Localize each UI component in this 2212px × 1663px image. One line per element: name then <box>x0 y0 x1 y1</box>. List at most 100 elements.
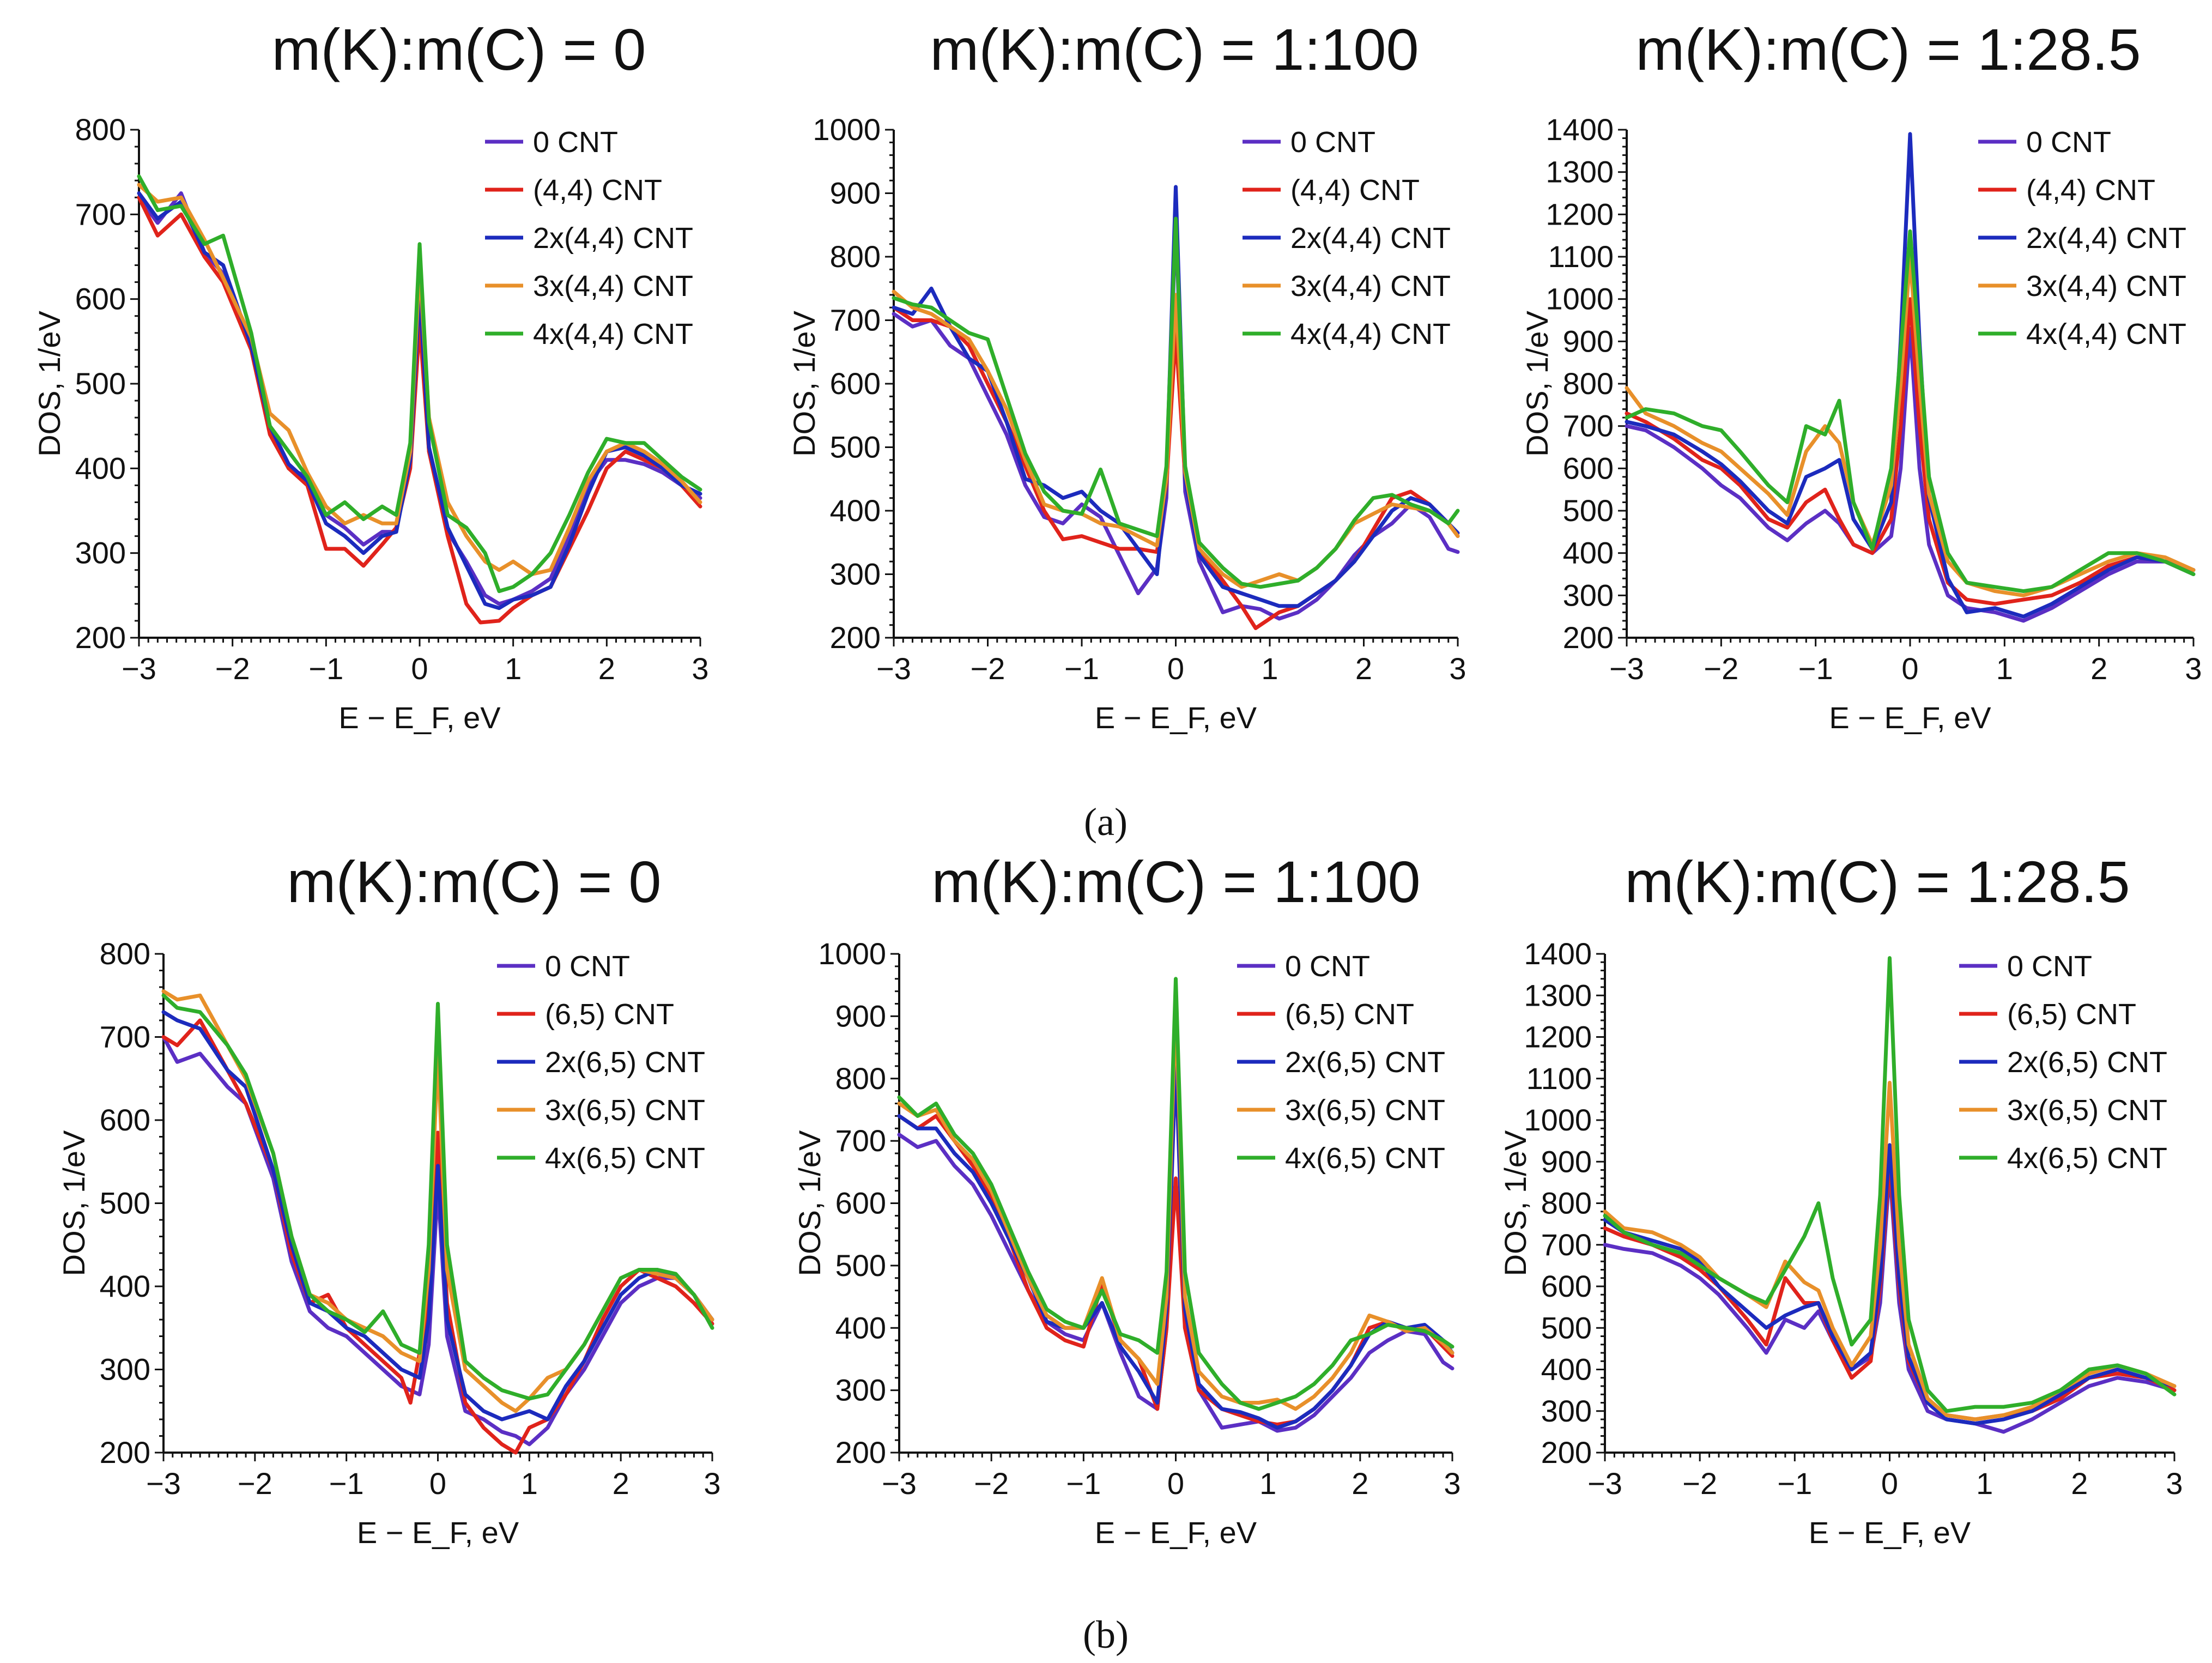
legend-label: 4x(4,4) CNT <box>533 318 693 350</box>
y-tick-label: 500 <box>830 430 881 464</box>
y-tick-label: 800 <box>835 1061 886 1096</box>
y-tick-label: 900 <box>1541 1144 1592 1178</box>
y-tick-label: 600 <box>830 366 881 401</box>
y-tick-label: 1200 <box>1546 197 1614 231</box>
y-tick-label: 400 <box>830 493 881 528</box>
y-axis-label: DOS, 1/eV <box>32 311 66 457</box>
y-axis-label: DOS, 1/eV <box>787 311 821 457</box>
x-tick-label: 2 <box>1355 651 1372 686</box>
y-tick-label: 1400 <box>1524 936 1592 971</box>
x-tick-label: 0 <box>1881 1466 1898 1501</box>
legend-label: 2x(6,5) CNT <box>1285 1046 1445 1079</box>
y-tick-label: 1000 <box>813 112 881 147</box>
y-tick-label: 300 <box>835 1373 886 1407</box>
x-tick-label: −3 <box>876 651 911 686</box>
y-tick-label: 700 <box>75 197 126 231</box>
y-tick-label: 300 <box>830 557 881 591</box>
y-tick-label: 200 <box>1563 620 1614 655</box>
y-tick-label: 200 <box>1541 1435 1592 1470</box>
y-tick-label: 1000 <box>1546 282 1614 316</box>
x-tick-label: −2 <box>238 1466 272 1501</box>
chart-title: m(K):m(C) = 0 <box>287 849 662 915</box>
x-tick-label: 0 <box>429 1466 446 1501</box>
chart-title: m(K):m(C) = 1:28.5 <box>1625 849 2130 915</box>
x-tick-label: 3 <box>2185 651 2202 686</box>
series-line-5 <box>1603 956 2177 1413</box>
x-axis-label: E − E_F, eV <box>1095 1515 1257 1550</box>
y-tick-label: 300 <box>1541 1394 1592 1428</box>
y-tick-label: 200 <box>835 1435 886 1470</box>
legend-label: (6,5) CNT <box>2007 998 2136 1031</box>
y-tick-label: 500 <box>100 1186 150 1220</box>
legend-label: 4x(4,4) CNT <box>1290 318 1451 350</box>
legend-label: 4x(6,5) CNT <box>2007 1142 2167 1175</box>
y-tick-label: 800 <box>75 112 126 147</box>
x-tick-label: −1 <box>1798 651 1833 686</box>
x-tick-label: −3 <box>122 651 156 686</box>
chart-title: m(K):m(C) = 1:100 <box>930 16 1419 82</box>
legend-label: 4x(6,5) CNT <box>1285 1142 1445 1175</box>
x-tick-label: 2 <box>1352 1466 1368 1501</box>
legend-label: (4,4) CNT <box>533 174 662 207</box>
caption-a: (a) <box>1084 800 1128 844</box>
y-tick-label: 900 <box>1563 324 1614 358</box>
legend-label: 3x(6,5) CNT <box>2007 1094 2167 1127</box>
legend-label: 2x(4,4) CNT <box>533 222 693 255</box>
y-axis-label: DOS, 1/eV <box>1498 1130 1532 1276</box>
y-tick-label: 600 <box>75 282 126 316</box>
legend-label: (6,5) CNT <box>1285 998 1414 1031</box>
y-tick-label: 500 <box>1563 493 1614 528</box>
x-tick-label: 1 <box>1259 1466 1276 1501</box>
y-tick-label: 1300 <box>1546 155 1614 189</box>
y-tick-label: 1400 <box>1546 112 1614 147</box>
y-tick-label: 500 <box>1541 1310 1592 1345</box>
y-tick-label: 500 <box>75 366 126 401</box>
chart-panel-a-2: m(K):m(C) = 1:100 200 300 400 500 600 700 800 90… <box>787 16 1466 735</box>
x-tick-label: 0 <box>1167 651 1184 686</box>
y-tick-label: 800 <box>100 936 150 971</box>
y-tick-label: 700 <box>835 1123 886 1158</box>
x-axis-label: E − E_F, eV <box>1829 700 1991 735</box>
x-tick-label: 1 <box>1976 1466 1993 1501</box>
series-line-1 <box>1625 326 2196 623</box>
x-axis-label: E − E_F, eV <box>357 1515 519 1550</box>
legend-label: 3x(4,4) CNT <box>2026 270 2186 303</box>
x-tick-label: 1 <box>505 651 522 686</box>
x-tick-label: 2 <box>2071 1466 2088 1501</box>
y-tick-label: 400 <box>835 1310 886 1345</box>
legend-label: 0 CNT <box>1290 126 1375 159</box>
y-tick-label: 1300 <box>1524 978 1592 1012</box>
x-tick-label: −3 <box>146 1466 181 1501</box>
x-tick-label: −2 <box>974 1466 1009 1501</box>
x-axis-label: E − E_F, eV <box>338 700 501 735</box>
x-tick-label: −1 <box>1064 651 1099 686</box>
y-tick-label: 1000 <box>1524 1103 1592 1137</box>
x-tick-label: −3 <box>1609 651 1644 686</box>
x-tick-label: 0 <box>411 651 428 686</box>
legend-label: 3x(4,4) CNT <box>533 270 693 303</box>
y-tick-label: 1000 <box>818 936 886 971</box>
chart-title: m(K):m(C) = 1:28.5 <box>1635 16 2141 82</box>
x-tick-label: 3 <box>1449 651 1466 686</box>
legend-label: (6,5) CNT <box>545 998 674 1031</box>
series-line-4 <box>892 289 1460 589</box>
y-tick-label: 800 <box>830 239 881 274</box>
series-line-5 <box>1625 229 2196 594</box>
chart-panel-a-1: m(K):m(C) = 0 200 300 400 500 600 700 800 −3 −2 −1… <box>32 16 709 735</box>
series-line-3 <box>161 1010 714 1422</box>
y-tick-label: 600 <box>1541 1269 1592 1303</box>
y-tick-label: 1200 <box>1524 1020 1592 1054</box>
chart-panel-a-3: m(K):m(C) = 1:28.5 200 300 400 500 600 700 800 9… <box>1520 16 2202 735</box>
series-line-2 <box>892 305 1460 630</box>
y-tick-label: 700 <box>830 303 881 337</box>
y-tick-label: 700 <box>1541 1227 1592 1262</box>
series-line-5 <box>161 993 714 1401</box>
legend-label: 3x(4,4) CNT <box>1290 270 1451 303</box>
x-tick-label: −2 <box>215 651 250 686</box>
x-tick-label: −1 <box>308 651 343 686</box>
y-tick-label: 800 <box>1541 1186 1592 1220</box>
x-tick-label: −1 <box>1777 1466 1812 1501</box>
legend-label: 0 CNT <box>2007 950 2092 983</box>
series-line-5 <box>892 216 1460 589</box>
